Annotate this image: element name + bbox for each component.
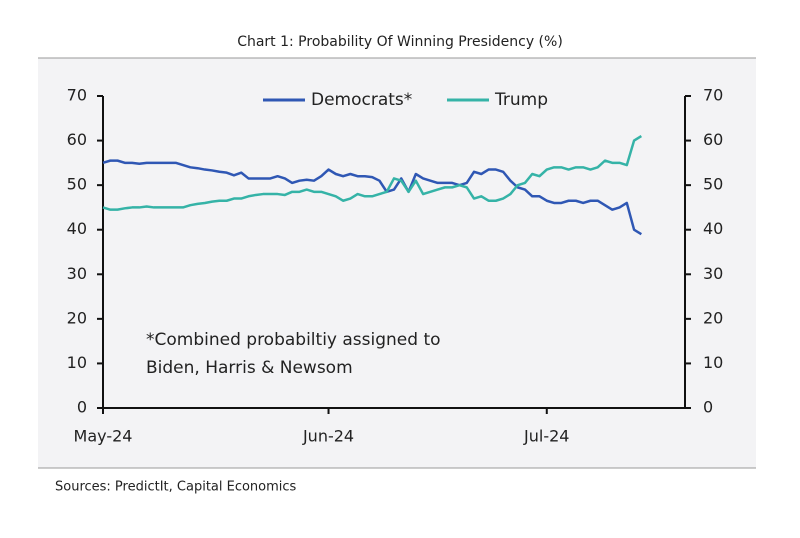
- annotation: Biden, Harris & Newsom: [146, 358, 353, 378]
- y-tick-label: 50: [67, 175, 87, 194]
- series-line: [102, 135, 643, 211]
- plot-background: [38, 58, 756, 468]
- series-line: [102, 159, 643, 236]
- annotation: *Combined probabiltiy assigned to: [146, 330, 441, 350]
- chart-title: Chart 1: Probability Of Winning Presiden…: [237, 34, 563, 50]
- x-tick-label: Jun-24: [302, 427, 354, 446]
- x-tick-label: May-24: [74, 427, 133, 446]
- x-tick-label: Jul-24: [523, 427, 569, 446]
- legend-label: Trump: [494, 90, 548, 110]
- y2-tick-label: 50: [703, 175, 723, 194]
- y-tick-label: 30: [67, 264, 87, 283]
- legend-label: Democrats*: [311, 90, 412, 110]
- y-tick-label: 0: [77, 398, 87, 417]
- y2-tick-label: 10: [703, 353, 723, 372]
- y2-tick-label: 70: [703, 86, 723, 105]
- y-tick-label: 70: [67, 86, 87, 105]
- y-tick-label: 10: [67, 353, 87, 372]
- source: Sources: PredictIt, Capital Economics: [55, 480, 297, 495]
- y2-tick-label: 60: [703, 130, 723, 149]
- y-tick-label: 40: [67, 219, 87, 238]
- y2-tick-label: 30: [703, 264, 723, 283]
- y-tick-label: 20: [67, 308, 87, 327]
- y2-tick-label: 20: [703, 308, 723, 327]
- y-tick-label: 60: [67, 130, 87, 149]
- y2-tick-label: 0: [703, 398, 713, 417]
- y2-tick-label: 40: [703, 219, 723, 238]
